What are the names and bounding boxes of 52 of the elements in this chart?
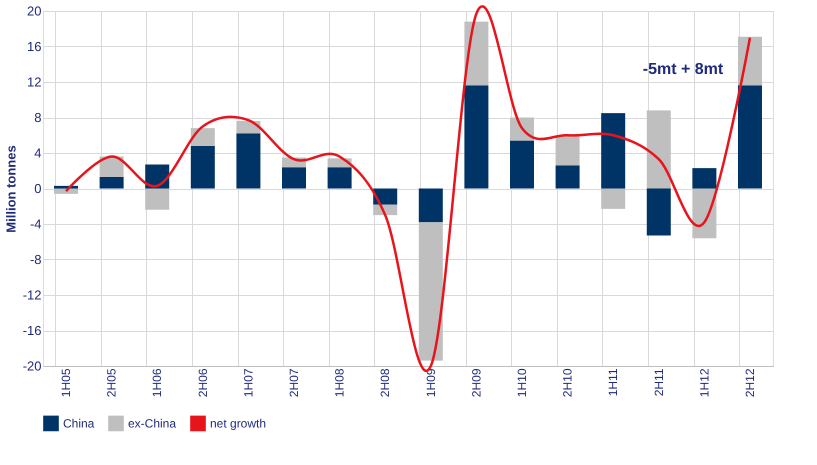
bar (646, 110, 671, 188)
y-tick-label: 8 (34, 110, 42, 125)
y-tick-label: -20 (22, 358, 42, 374)
bar (190, 146, 215, 188)
x-tick-label: 2H11 (652, 368, 666, 396)
legend-label: China (63, 416, 95, 430)
legend-label: net growth (210, 416, 266, 430)
bar (328, 167, 352, 188)
y-tick-label: 16 (27, 39, 42, 54)
bar (145, 188, 170, 210)
bar (646, 188, 671, 236)
y-tick-label: -8 (30, 252, 42, 267)
x-tick-label: 2H08 (378, 368, 392, 398)
bar (692, 168, 716, 188)
x-tick-label: 1H12 (697, 368, 712, 398)
y-tick-label: 20 (27, 4, 42, 18)
y-axis-title: Million tonnes (4, 145, 19, 233)
legend-label: ex-China (128, 416, 176, 430)
x-tick-label: 1H08 (332, 368, 347, 398)
x-tick-label: 2H06 (196, 368, 210, 398)
x-tick-label: 2H07 (287, 368, 302, 398)
x-tick-label: 2H12 (742, 368, 757, 398)
bar (464, 86, 488, 188)
bar (54, 188, 78, 194)
x-tick-label: 1H07 (241, 368, 256, 398)
bar (190, 128, 215, 146)
bar (510, 140, 534, 188)
bar (418, 222, 443, 361)
x-tick-label: 2H09 (469, 368, 484, 398)
bar (418, 188, 443, 222)
x-tick-label: 1H10 (514, 368, 529, 398)
y-tick-label: -4 (30, 216, 42, 232)
x-tick-label: 1H11 (606, 368, 620, 396)
bar (601, 188, 626, 209)
y-tick-label: 4 (34, 146, 42, 160)
y-tick-label: -16 (22, 323, 42, 338)
bar (601, 113, 626, 188)
x-tick-label: 1H05 (59, 368, 74, 398)
bar (373, 188, 398, 204)
x-tick-label: 2H05 (104, 368, 119, 398)
y-tick-label: -12 (22, 288, 42, 302)
bar (236, 133, 260, 188)
annotation: -5mt + 8mt (642, 61, 724, 78)
bar (100, 176, 124, 188)
bar (738, 86, 762, 188)
y-tick-label: 12 (27, 74, 42, 90)
y-tick-label: 0 (34, 181, 42, 196)
bar (282, 167, 306, 188)
x-tick-label: 2H10 (560, 368, 575, 398)
bar (556, 165, 580, 188)
x-tick-label: 1H06 (150, 368, 164, 398)
bar (556, 135, 580, 166)
